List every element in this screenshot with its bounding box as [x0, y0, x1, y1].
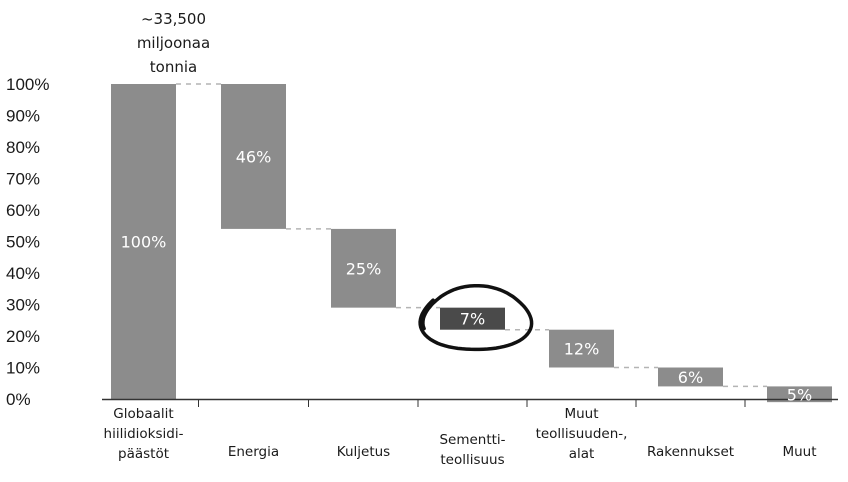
total-emissions-label: ~33,500 miljoonaa tonnia — [137, 10, 210, 76]
bar-value-label: 7% — [460, 310, 485, 329]
x-axis-dividers — [198, 399, 746, 407]
x-category-label: Muut teollisuuden-, alat — [536, 406, 628, 462]
bar-value-labels: 100% 46% 25% 7% 12% 6% 5% — [121, 147, 813, 404]
bar — [767, 386, 832, 403]
y-tick-label: 20% — [6, 327, 40, 346]
bar-value-label: 6% — [678, 368, 703, 387]
bar — [221, 84, 286, 229]
x-category-label: Kuljetus — [337, 444, 390, 460]
y-tick-label: 0% — [6, 390, 31, 409]
bar — [549, 329, 614, 368]
bars — [111, 84, 832, 403]
x-category-label: Energia — [228, 444, 279, 460]
y-tick-label: 40% — [6, 264, 40, 283]
bar — [440, 307, 505, 330]
total-label: ~33,500 miljoonaa tonnia — [137, 10, 210, 76]
bar-value-label: 5% — [787, 385, 812, 404]
y-tick-label: 50% — [6, 233, 40, 252]
y-tick-label: 100% — [6, 75, 49, 94]
x-category-label: Rakennukset — [647, 444, 734, 460]
hand-drawn-highlight-circle — [418, 283, 534, 352]
y-tick-label: 10% — [6, 359, 40, 378]
y-axis-tick-labels: 0% 10% 20% 30% 40% 50% 60% 70% 80% 90% 100% — [6, 75, 49, 409]
bar-value-label: 100% — [121, 233, 167, 252]
bar-value-label: 12% — [564, 340, 600, 359]
y-tick-label: 80% — [6, 138, 40, 157]
x-category-label: Sementti-teollisuus — [439, 432, 505, 468]
y-tick-label: 70% — [6, 170, 40, 189]
bar — [111, 84, 176, 399]
x-category-label: Globaalit hiilidioksidi-päästöt — [104, 406, 184, 462]
x-category-label: Muut — [782, 444, 816, 460]
y-tick-label: 90% — [6, 107, 40, 126]
bar — [331, 228, 396, 308]
x-axis-category-labels: Globaalit hiilidioksidi-päästöt Energia Kul… — [104, 406, 817, 468]
bar — [658, 367, 723, 387]
connector-lines — [176, 83, 767, 388]
y-tick-label: 60% — [6, 201, 40, 220]
bar-value-label: 46% — [236, 147, 272, 166]
bar-value-label: 25% — [346, 259, 382, 278]
y-tick-label: 30% — [6, 296, 40, 315]
